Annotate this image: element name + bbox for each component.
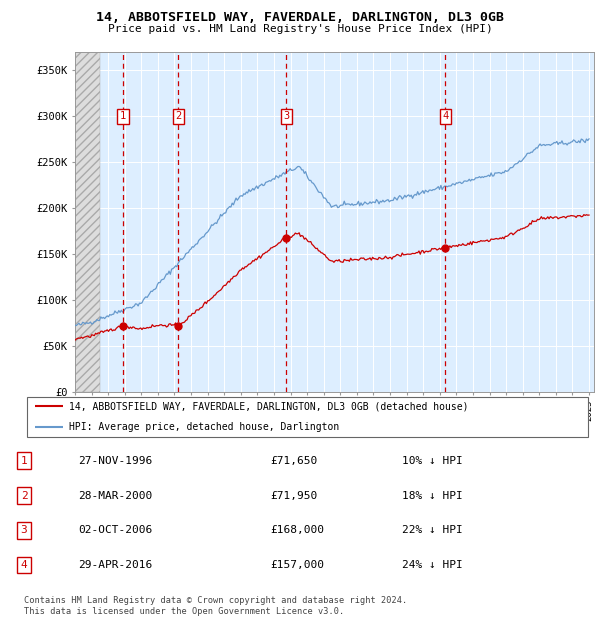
Text: 4: 4 <box>20 560 28 570</box>
Text: Price paid vs. HM Land Registry's House Price Index (HPI): Price paid vs. HM Land Registry's House … <box>107 24 493 34</box>
Text: 3: 3 <box>20 525 28 536</box>
Text: 14, ABBOTSFIELD WAY, FAVERDALE, DARLINGTON, DL3 0GB: 14, ABBOTSFIELD WAY, FAVERDALE, DARLINGT… <box>96 11 504 24</box>
Text: 4: 4 <box>442 112 448 122</box>
Text: 28-MAR-2000: 28-MAR-2000 <box>78 490 152 500</box>
Text: 18% ↓ HPI: 18% ↓ HPI <box>402 490 463 500</box>
Text: 2: 2 <box>175 112 182 122</box>
Text: HPI: Average price, detached house, Darlington: HPI: Average price, detached house, Darl… <box>69 422 340 432</box>
Text: 1: 1 <box>20 456 28 466</box>
Text: 2: 2 <box>20 490 28 500</box>
Text: 14, ABBOTSFIELD WAY, FAVERDALE, DARLINGTON, DL3 0GB (detached house): 14, ABBOTSFIELD WAY, FAVERDALE, DARLINGT… <box>69 401 469 411</box>
Text: 27-NOV-1996: 27-NOV-1996 <box>78 456 152 466</box>
Text: Contains HM Land Registry data © Crown copyright and database right 2024.
This d: Contains HM Land Registry data © Crown c… <box>24 596 407 616</box>
Text: £168,000: £168,000 <box>270 525 324 536</box>
Text: £71,950: £71,950 <box>270 490 317 500</box>
Text: 29-APR-2016: 29-APR-2016 <box>78 560 152 570</box>
Text: 24% ↓ HPI: 24% ↓ HPI <box>402 560 463 570</box>
Text: £71,650: £71,650 <box>270 456 317 466</box>
Text: 3: 3 <box>283 112 290 122</box>
Text: 22% ↓ HPI: 22% ↓ HPI <box>402 525 463 536</box>
Bar <box>75 52 100 392</box>
Text: 1: 1 <box>120 112 126 122</box>
Text: 02-OCT-2006: 02-OCT-2006 <box>78 525 152 536</box>
FancyBboxPatch shape <box>27 397 588 437</box>
Text: 10% ↓ HPI: 10% ↓ HPI <box>402 456 463 466</box>
Text: £157,000: £157,000 <box>270 560 324 570</box>
